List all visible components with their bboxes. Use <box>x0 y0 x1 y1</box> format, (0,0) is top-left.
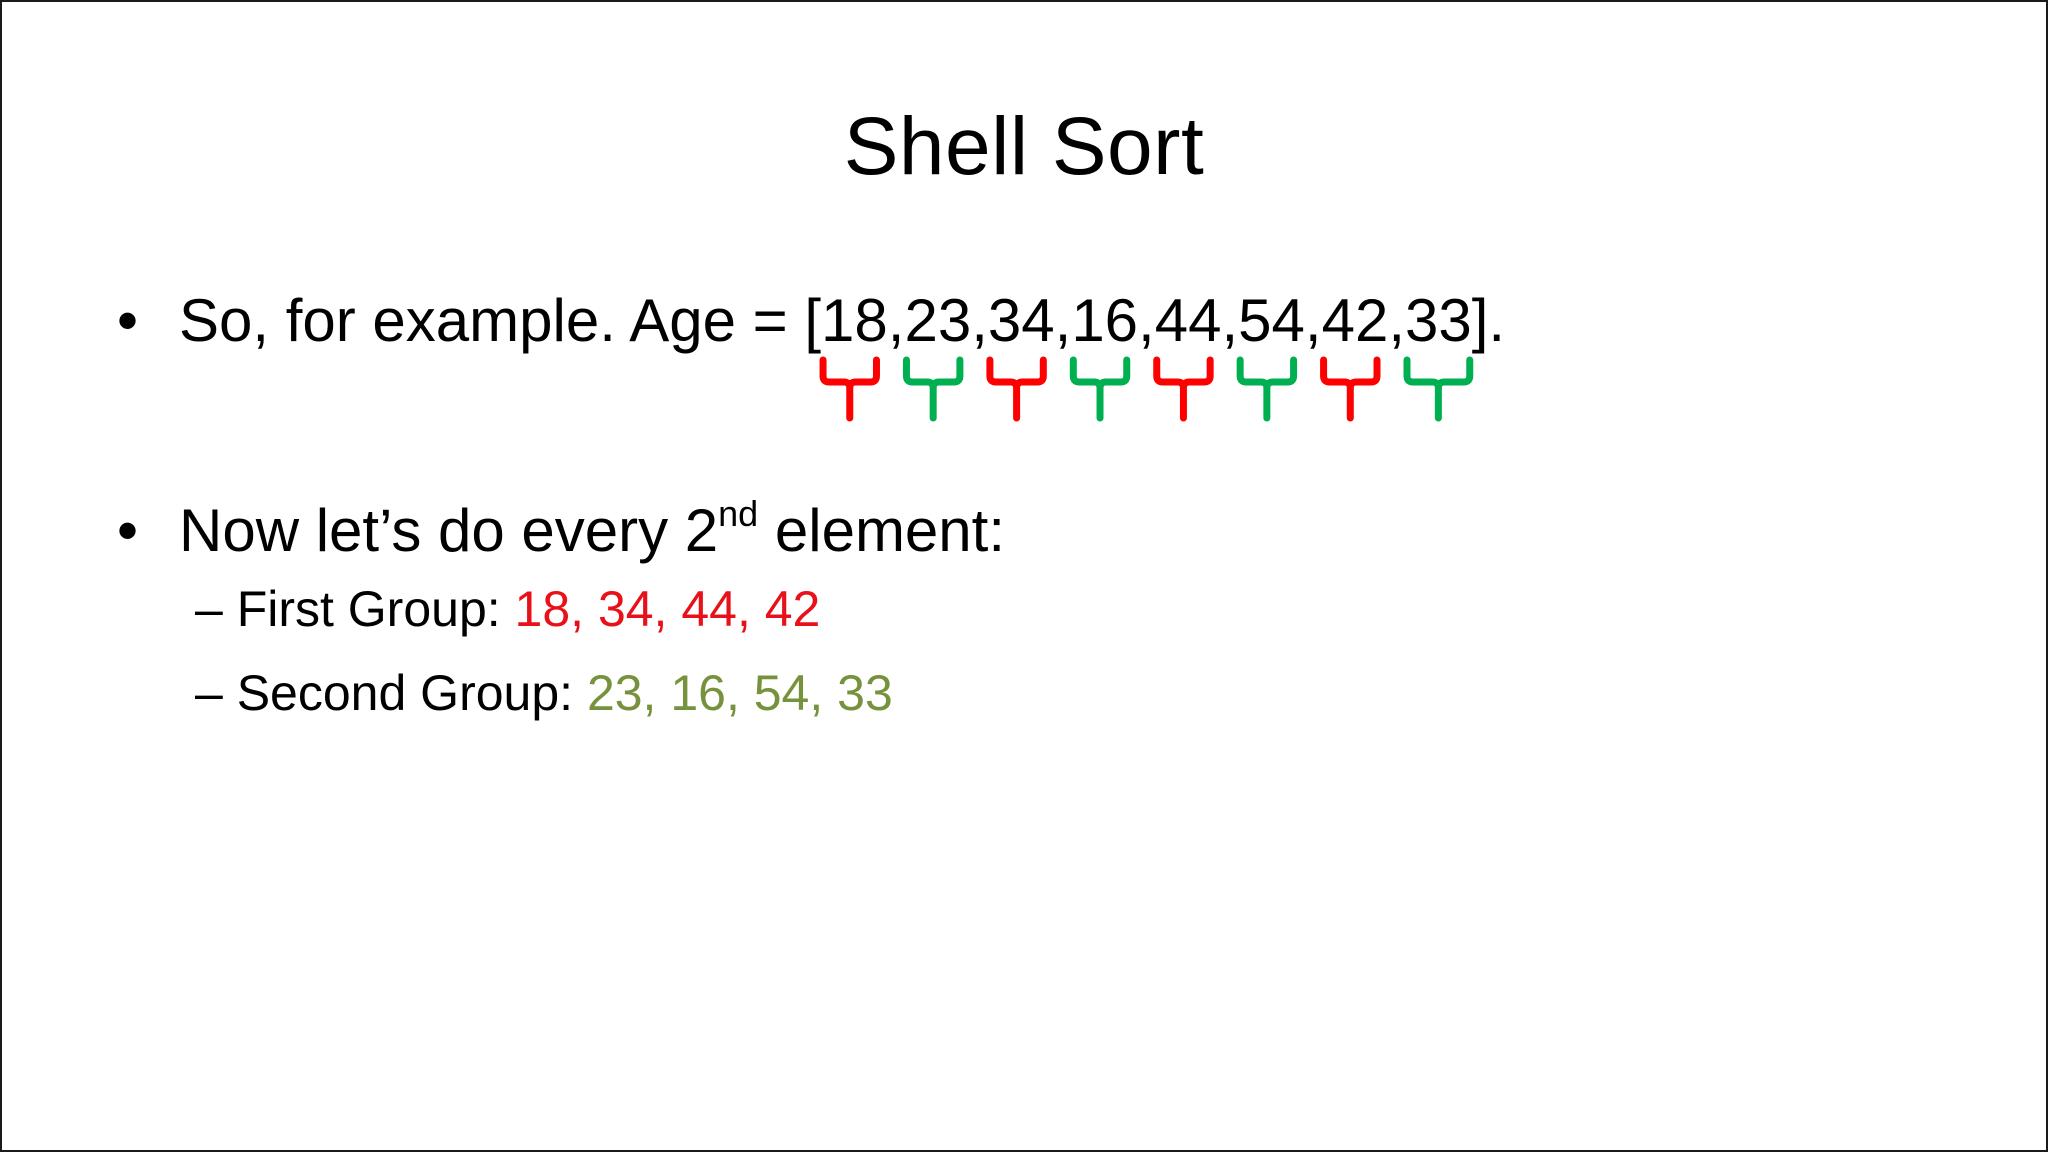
first-group-line: – First Group: 18, 34, 44, 42 <box>195 578 820 640</box>
bullet-every-second: • Now let’s do every 2nd element: <box>117 482 1005 567</box>
sub-dash: – <box>195 665 223 721</box>
array-item-6: 42, <box>1321 287 1405 354</box>
array-item-5: 54, <box>1238 287 1322 354</box>
array-item-0: 18, <box>821 287 905 354</box>
bullet-example: • So, for example. Age = [18, 23, 34, 16,… <box>117 285 1505 357</box>
first-group-values: 18, 34, 44, 42 <box>514 581 821 637</box>
array-item-4: 44, <box>1154 287 1239 354</box>
bullet-text-before: Now let’s do every 2 <box>179 497 719 564</box>
bullet-example-prefix: So, for example. Age = [ <box>179 287 822 354</box>
sub-dash: – <box>195 581 223 637</box>
array-item-2: 34, <box>987 287 1072 354</box>
array-item-7: 33 <box>1405 287 1472 354</box>
second-group-label: Second Group: <box>222 665 587 721</box>
second-group-values: 23, 16, 54, 33 <box>586 665 893 721</box>
array-item-1: 23, <box>904 287 988 354</box>
bullet-example-suffix: ]. <box>1471 287 1506 354</box>
array-item-3: 16, <box>1071 287 1155 354</box>
first-group-label: First Group: <box>222 581 515 637</box>
bullet-text-after: element: <box>758 497 1005 564</box>
bullet-marker: • <box>117 497 139 564</box>
slide-title: Shell Sort <box>843 101 1205 192</box>
ordinal-superscript: nd <box>718 493 759 534</box>
bullet-marker: • <box>117 287 139 354</box>
second-group-line: – Second Group: 23, 16, 54, 33 <box>195 662 893 724</box>
